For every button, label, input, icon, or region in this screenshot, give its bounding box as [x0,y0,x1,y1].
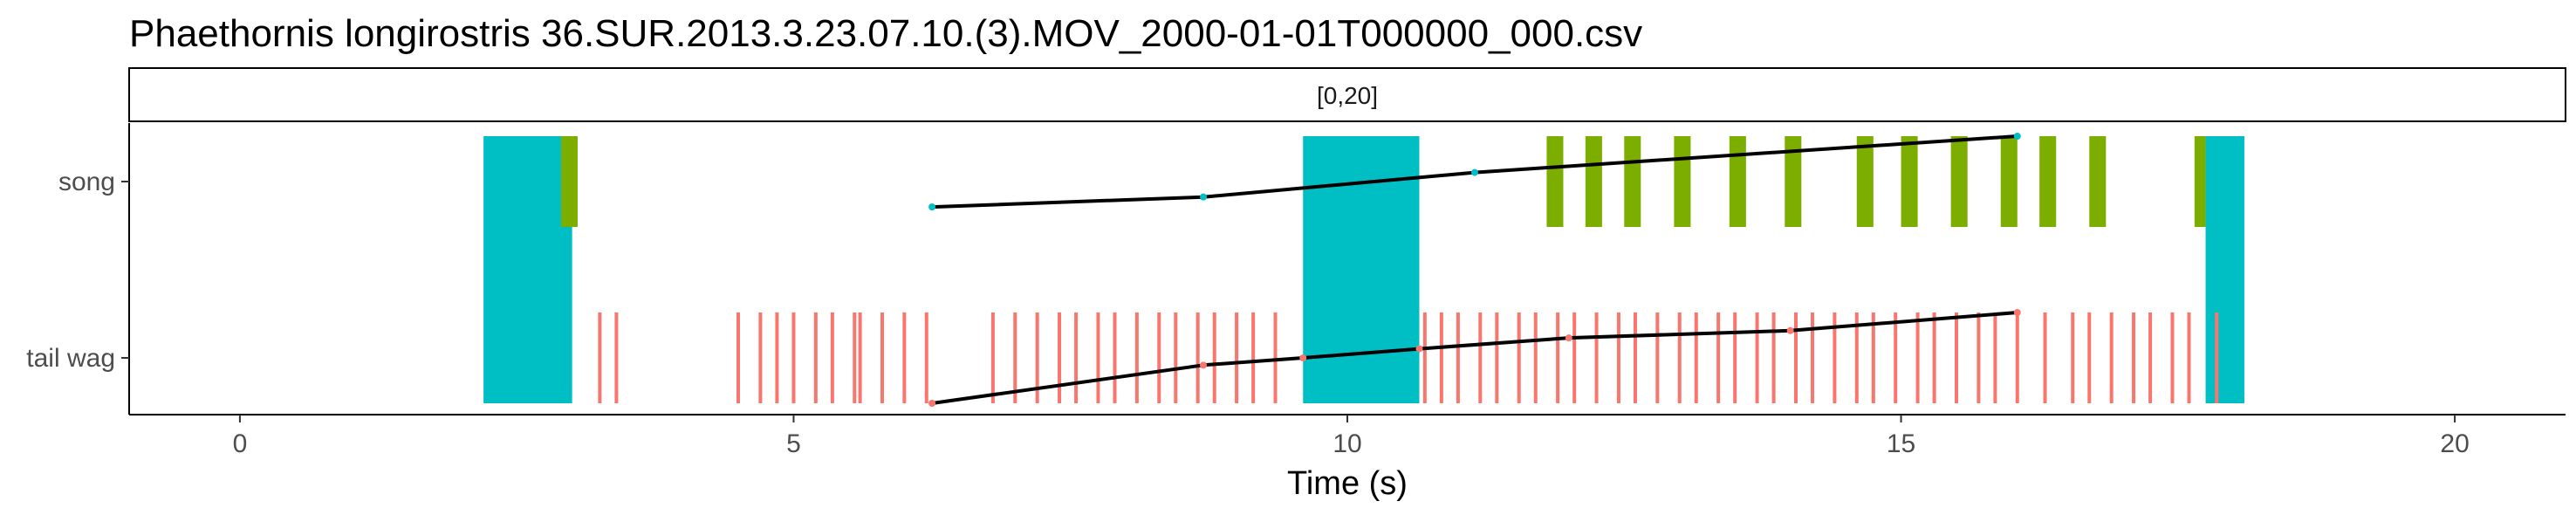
song-event-3 [1624,136,1641,227]
song-event-8 [1901,136,1918,227]
song-event-11 [2039,136,2057,227]
tail-wag-events-layer [598,312,2219,403]
x-axis-ticks: 0 5 10 15 20 [233,415,2470,458]
song-event-1 [1546,136,1564,227]
song-trend-point-0 [928,203,936,211]
facet-strip [128,67,2566,122]
song-event-4 [1674,136,1691,227]
trend-points-layer [928,133,2021,407]
facet-strip-label: [0,20] [1317,82,1378,109]
tail-wag-trend-point-6 [2013,309,2021,316]
tail-wag-trend-point-3 [1415,345,1423,353]
y-tick-label-0: song [58,168,115,196]
song-event-5 [1729,136,1746,227]
x-tick-label-2: 10 [1333,429,1361,458]
song-trend-point-2 [1470,168,1478,176]
song-trend-point-3 [2013,133,2021,140]
song-event-0 [560,136,578,227]
chart-title: Phaethornis longirostris 36.SUR.2013.3.2… [129,12,1642,55]
x-axis-title: Time (s) [1287,465,1408,502]
song-event-6 [1785,136,1802,227]
x-tick-label-4: 20 [2440,429,2469,458]
tail-wag-trend-point-2 [1299,354,1307,361]
x-tick-label-0: 0 [233,429,248,458]
x-tick-label-1: 5 [786,429,801,458]
cyan-block-1 [1303,136,1420,403]
song-event-2 [1585,136,1602,227]
song-event-7 [1856,136,1874,227]
cyan-block-0 [483,136,572,403]
song-event-9 [1950,136,1968,227]
song-event-10 [2000,136,2018,227]
song-trend-line [932,134,2018,209]
tail-wag-trend-point-1 [1200,361,1208,369]
y-axis-ticks: song tail wag [26,168,129,373]
song-trend-point-1 [1200,193,1208,201]
song-event-13 [2194,136,2206,227]
y-tick-label-1: tail wag [26,344,115,373]
tail-wag-trend-point-4 [1565,334,1572,342]
tail-wag-trend-point-0 [928,400,936,407]
tail-wag-trend-point-5 [1786,326,1794,334]
x-tick-label-3: 15 [1887,429,1915,458]
song-events-layer [560,136,2206,227]
song-event-12 [2089,136,2107,227]
cyan-block-2 [2205,136,2244,403]
